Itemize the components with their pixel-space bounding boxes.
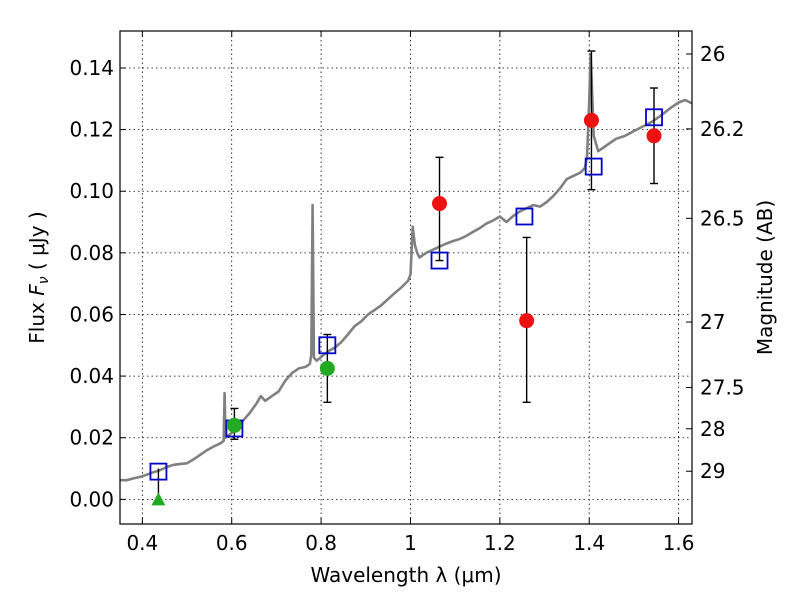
x-tick-label: 1.6 — [663, 531, 695, 555]
x-tick-label: 0.8 — [305, 531, 337, 555]
mag-tick-label: 26.2 — [700, 117, 745, 141]
x-tick-label: 1.4 — [573, 531, 605, 555]
model-square-point — [318, 336, 337, 355]
x-tick-label: 0.4 — [126, 531, 158, 555]
mag-tick-label: 26.5 — [700, 206, 745, 230]
model-square-point — [584, 157, 603, 176]
y-tick-label: 0.04 — [69, 364, 114, 388]
observed-red-point — [519, 313, 535, 329]
y-tick-label: 0.00 — [69, 487, 114, 511]
y-tick-label: 0.12 — [69, 118, 114, 142]
mag-tick-label: 27.5 — [700, 375, 745, 399]
mag-tick-label: 26 — [700, 42, 725, 66]
data-markers — [149, 108, 663, 506]
right-axis-label: Magnitude (AB) — [753, 200, 777, 355]
upper-limit-triangle — [151, 492, 166, 506]
grid-lines — [120, 31, 692, 524]
sed-spectrum-layer — [120, 52, 693, 482]
y-tick-label: 0.06 — [69, 302, 114, 326]
observed-green-point — [226, 417, 242, 433]
model-square-point — [645, 108, 663, 127]
y-tick-label: 0.08 — [69, 241, 114, 265]
x-axis-label: Wavelength λ (μm) — [310, 563, 501, 587]
y-axis-label: Flux Fν ( μJy ) — [25, 211, 52, 343]
observed-red-point — [646, 128, 662, 144]
x-tick-label: 1 — [404, 531, 417, 555]
model-square-point — [149, 462, 168, 481]
model-square-point — [430, 251, 449, 270]
observed-green-point — [319, 360, 335, 376]
sed-spectrum-line — [120, 52, 693, 482]
x-tick-label: 0.6 — [216, 531, 248, 555]
y-tick-label: 0.14 — [69, 56, 114, 80]
mag-tick-label: 29 — [700, 459, 725, 483]
observed-red-point — [583, 112, 599, 128]
mag-tick-label: 27 — [700, 310, 725, 334]
mag-tick-label: 28 — [700, 417, 725, 441]
axis-ticks: 0.4 0.6 0.8 1 1.2 1.4 1.6 0.00 0.02 0.04 0.06 0.08 0… — [69, 31, 745, 555]
model-square-point — [515, 207, 534, 226]
observed-red-point — [432, 196, 448, 212]
x-tick-label: 1.2 — [484, 531, 516, 555]
plot-frame — [119, 30, 693, 525]
y-tick-label: 0.02 — [69, 426, 114, 450]
y-tick-label: 0.10 — [69, 179, 114, 203]
